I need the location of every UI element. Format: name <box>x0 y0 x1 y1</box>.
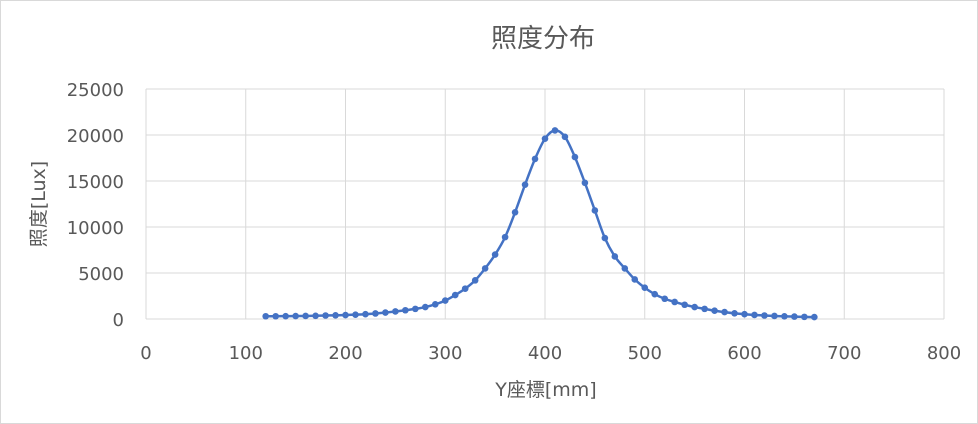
data-point <box>611 253 619 260</box>
data-point <box>621 265 629 272</box>
data-point <box>601 234 609 242</box>
y-tick-label: 20000 <box>67 126 124 147</box>
y-tick-label: 5000 <box>78 264 124 285</box>
data-point <box>422 303 429 311</box>
x-tick-label: 200 <box>328 343 362 364</box>
data-point <box>342 311 349 319</box>
data-point <box>412 305 419 313</box>
y-tick-label: 25000 <box>67 80 124 101</box>
data-point <box>581 179 589 187</box>
tick-labels: 0 100 200 300 400 500 600 700 800 0 5000 10000 15000… <box>67 80 961 364</box>
data-point <box>771 312 778 320</box>
data-point <box>402 306 409 314</box>
y-tick-label: 0 <box>113 310 124 331</box>
series-points <box>262 127 818 321</box>
data-point <box>332 312 339 319</box>
data-point <box>561 133 569 141</box>
data-point <box>661 295 668 303</box>
data-point <box>511 208 519 216</box>
data-point <box>431 300 439 308</box>
data-point <box>791 313 798 320</box>
x-tick-label: 100 <box>229 343 263 364</box>
data-point <box>312 312 319 320</box>
data-point <box>781 313 788 320</box>
grid-lines <box>145 88 945 320</box>
data-point <box>751 311 758 319</box>
y-tick-label: 10000 <box>67 218 124 239</box>
data-point <box>392 308 399 315</box>
data-point <box>302 312 309 320</box>
data-point <box>731 309 738 317</box>
data-point <box>541 135 549 142</box>
x-tick-label: 600 <box>727 343 761 364</box>
y-axis-label: 照度[Lux] <box>28 161 50 247</box>
data-point <box>382 309 389 316</box>
data-point <box>671 298 678 306</box>
data-point <box>481 265 489 272</box>
data-point <box>521 181 529 188</box>
data-point <box>461 285 469 292</box>
x-tick-label: 0 <box>140 343 151 364</box>
data-point <box>801 313 808 321</box>
data-point <box>551 127 559 134</box>
data-point <box>352 311 359 318</box>
data-point <box>811 313 818 321</box>
data-point <box>372 310 379 317</box>
chart-title: 照度分布 <box>491 24 595 54</box>
data-point <box>531 155 539 163</box>
data-point <box>262 312 270 320</box>
data-point <box>741 310 748 318</box>
data-point <box>441 297 449 304</box>
x-tick-label: 500 <box>628 343 662 364</box>
data-point <box>641 284 649 292</box>
data-point <box>631 276 639 283</box>
data-point <box>451 291 459 299</box>
data-point <box>651 290 659 298</box>
data-point <box>292 312 299 320</box>
x-tick-label: 700 <box>827 343 861 364</box>
data-point <box>721 308 728 316</box>
data-point <box>701 305 708 313</box>
x-tick-label: 300 <box>428 343 462 364</box>
data-point <box>691 303 698 311</box>
x-axis-label: Y座標[mm] <box>494 379 596 401</box>
data-point <box>322 312 329 319</box>
data-point <box>761 312 768 319</box>
data-point <box>711 307 718 315</box>
data-point <box>272 312 279 320</box>
data-point <box>362 310 369 318</box>
data-point <box>591 207 599 214</box>
data-point <box>471 277 479 284</box>
data-point <box>571 153 579 161</box>
data-point <box>282 312 289 320</box>
x-tick-label: 800 <box>927 343 961 364</box>
data-point <box>501 233 509 241</box>
series-line <box>265 129 815 319</box>
x-tick-label: 400 <box>528 343 562 364</box>
data-point <box>681 301 688 309</box>
data-point <box>491 251 499 258</box>
y-tick-label: 15000 <box>67 172 124 193</box>
